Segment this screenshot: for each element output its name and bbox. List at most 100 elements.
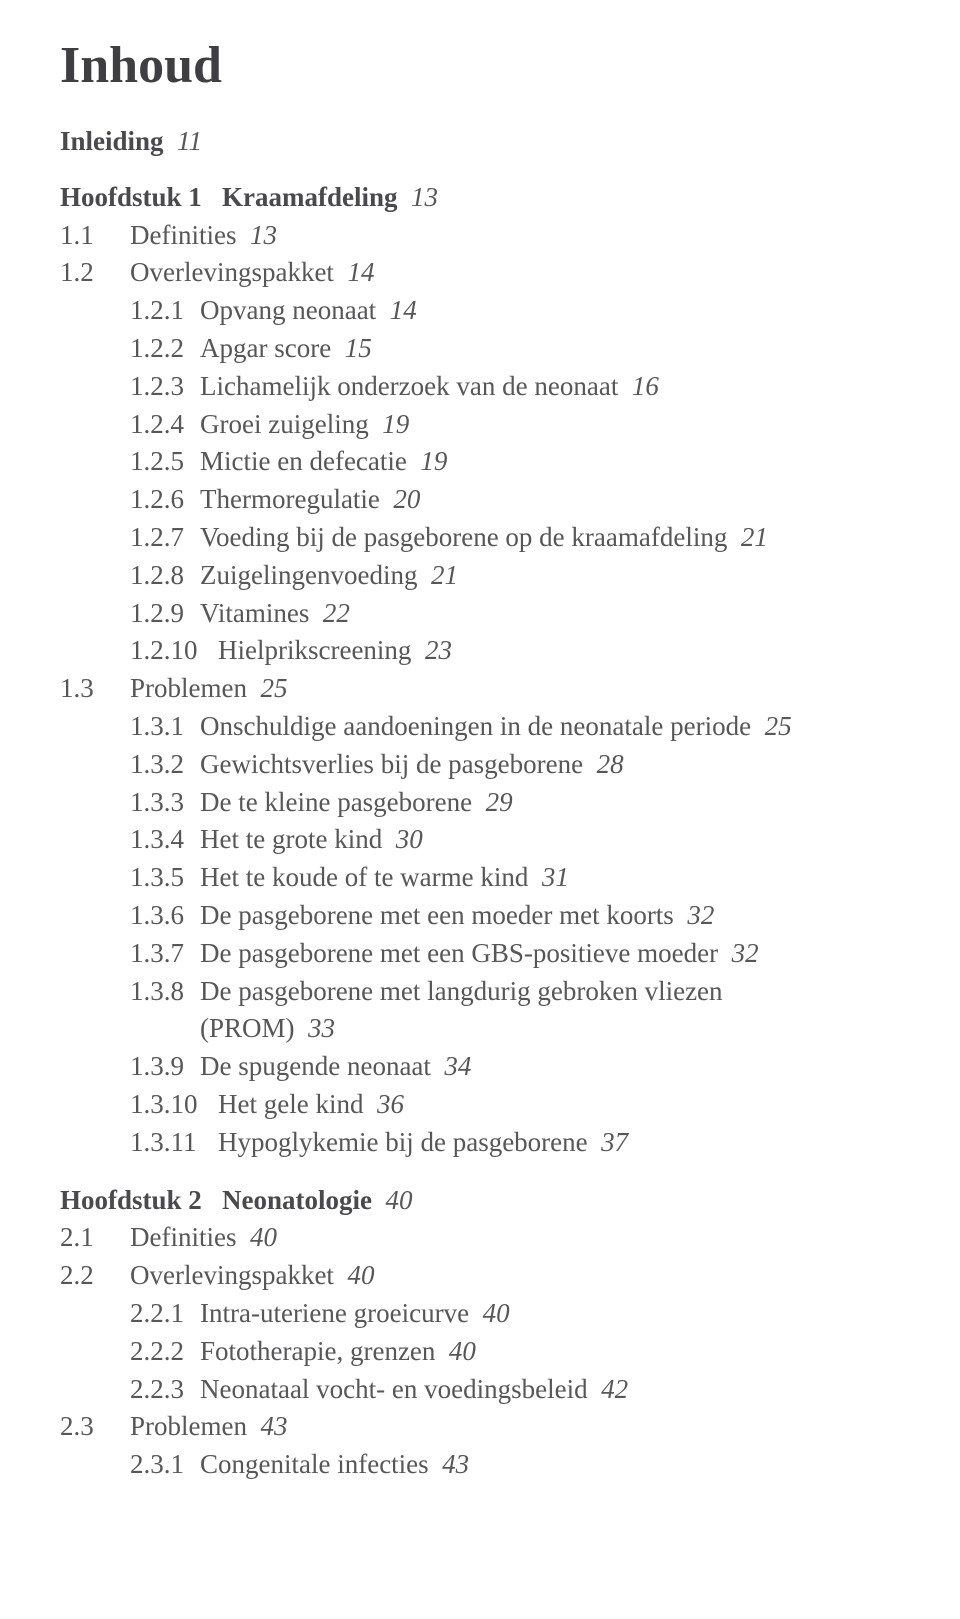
toc-page: 43 xyxy=(442,1449,469,1479)
toc-page: 19 xyxy=(420,446,447,476)
toc-page: 32 xyxy=(687,900,714,930)
toc-num: 1.3.11 xyxy=(60,1124,218,1162)
toc-subentry: 2.3.1Congenitale infecties 43 xyxy=(60,1446,900,1484)
toc-page: 34 xyxy=(444,1051,471,1081)
toc-text: Fototherapie, grenzen xyxy=(200,1336,435,1366)
toc-text: De pasgeborene met een moeder met koorts xyxy=(200,900,674,930)
toc-entry: 2.2 Overlevingspakket 40 xyxy=(60,1257,900,1295)
toc-subentry: 2.2.1Intra-uteriene groeicurve 40 xyxy=(60,1295,900,1333)
toc-text: Mictie en defecatie xyxy=(200,446,407,476)
toc-subentry: 1.2.7Voeding bij de pasgeborene op de kr… xyxy=(60,519,900,557)
toc-text: Intra-uteriene groeicurve xyxy=(200,1298,469,1328)
toc-num: 1.2.10 xyxy=(60,632,218,670)
toc-entry-inleiding: Inleiding 11 xyxy=(60,123,900,161)
toc-subentry: 1.3.8De pasgeborene met langdurig gebrok… xyxy=(60,973,900,1011)
toc-page: 37 xyxy=(601,1127,628,1157)
toc-num: 2.2.1 xyxy=(60,1295,200,1333)
toc-text: Hielprikscreening xyxy=(218,635,411,665)
toc-text: Zuigelingenvoeding xyxy=(200,560,417,590)
toc-num: 1.2.2 xyxy=(60,330,200,368)
toc-text: Vitamines xyxy=(200,598,309,628)
toc-num: 1.2.6 xyxy=(60,481,200,519)
toc-text: Groei zuigeling xyxy=(200,409,369,439)
toc-page: 13 xyxy=(411,182,438,212)
toc-text: Definities xyxy=(130,220,236,250)
toc-subentry: 2.2.2Fototherapie, grenzen 40 xyxy=(60,1333,900,1371)
toc-page: 14 xyxy=(347,257,374,287)
toc-subentry: 1.2.5Mictie en defecatie 19 xyxy=(60,443,900,481)
toc-text: De te kleine pasgeborene xyxy=(200,787,472,817)
toc-text: Problemen xyxy=(130,673,247,703)
toc-page: 11 xyxy=(177,126,202,156)
toc-text: Voeding bij de pasgeborene op de kraamaf… xyxy=(200,522,727,552)
toc-num: 1.3 xyxy=(60,670,130,708)
toc-text: Definities xyxy=(130,1222,236,1252)
toc-subentry: 1.2.3Lichamelijk onderzoek van de neonaa… xyxy=(60,368,900,406)
toc-text: Onschuldige aandoeningen in de neonatale… xyxy=(200,711,751,741)
toc-text: De pasgeborene met een GBS-positieve moe… xyxy=(200,938,718,968)
toc-subentry: 1.2.10Hielprikscreening 23 xyxy=(60,632,900,670)
toc-page: 40 xyxy=(250,1222,277,1252)
toc-subentry: 1.3.11Hypoglykemie bij de pasgeborene 37 xyxy=(60,1124,900,1162)
toc-page: 21 xyxy=(741,522,768,552)
toc-page: 36 xyxy=(377,1089,404,1119)
toc-num: 2.2.3 xyxy=(60,1371,200,1409)
toc-subentry: 1.3.9De spugende neonaat 34 xyxy=(60,1048,900,1086)
toc-page: 14 xyxy=(390,295,417,325)
toc-text: Hypoglykemie bij de pasgeborene xyxy=(218,1127,588,1157)
toc-num: 1.2.4 xyxy=(60,406,200,444)
toc-page: 40 xyxy=(386,1185,413,1215)
toc-page: 22 xyxy=(323,598,350,628)
toc-num: 1.3.4 xyxy=(60,821,200,859)
toc-num: 1.3.6 xyxy=(60,897,200,935)
toc-entry: 1.1 Definities 13 xyxy=(60,217,900,255)
toc-text: Het te koude of te warme kind xyxy=(200,862,528,892)
toc-text: De pasgeborene met langdurig gebroken vl… xyxy=(200,976,723,1006)
toc-num: 2.2 xyxy=(60,1257,130,1295)
toc-text: Het te grote kind xyxy=(200,824,382,854)
toc-num: 1.2.8 xyxy=(60,557,200,595)
toc-subentry: 1.2.6Thermoregulatie 20 xyxy=(60,481,900,519)
toc-page: 29 xyxy=(486,787,513,817)
toc-page: 21 xyxy=(431,560,458,590)
toc-page: 30 xyxy=(396,824,423,854)
toc-text: Problemen xyxy=(130,1411,247,1441)
toc-page: 40 xyxy=(449,1336,476,1366)
toc-num: 1.3.1 xyxy=(60,708,200,746)
toc-page: 42 xyxy=(601,1374,628,1404)
toc-chapter-prefix: Hoofdstuk 1 xyxy=(60,182,202,212)
toc-page: 33 xyxy=(308,1013,335,1043)
page-title: Inhoud xyxy=(60,36,900,95)
toc-num: 1.3.10 xyxy=(60,1086,218,1124)
toc-num: 1.2.5 xyxy=(60,443,200,481)
toc-num: 1.3.7 xyxy=(60,935,200,973)
toc-page: 13 xyxy=(250,220,277,250)
toc-page: 31 xyxy=(542,862,569,892)
toc-page: 43 xyxy=(260,1411,287,1441)
toc-subentry: 1.2.4Groei zuigeling 19 xyxy=(60,406,900,444)
toc-num: 2.1 xyxy=(60,1219,130,1257)
toc-entry: 2.3 Problemen 43 xyxy=(60,1408,900,1446)
toc-chapter-1: Hoofdstuk 1 Kraamafdeling 13 xyxy=(60,179,900,217)
toc-page: 25 xyxy=(765,711,792,741)
toc-num: 2.3.1 xyxy=(60,1446,200,1484)
toc-text: Overlevingspakket xyxy=(130,1260,334,1290)
toc-page: 28 xyxy=(597,749,624,779)
toc-text: Neonataal vocht- en voedingsbeleid xyxy=(200,1374,588,1404)
toc-num: 1.2.7 xyxy=(60,519,200,557)
toc-subentry: 1.3.10Het gele kind 36 xyxy=(60,1086,900,1124)
toc-subentry: 1.2.8Zuigelingenvoeding 21 xyxy=(60,557,900,595)
toc-num: 1.2.1 xyxy=(60,292,200,330)
toc-subentry: 1.3.6De pasgeborene met een moeder met k… xyxy=(60,897,900,935)
toc-text: Gewichtsverlies bij de pasgeborene xyxy=(200,749,583,779)
toc-num: 1.3.8 xyxy=(60,973,200,1011)
toc-num: 2.2.2 xyxy=(60,1333,200,1371)
toc-text: Congenitale infecties xyxy=(200,1449,429,1479)
toc-text: Lichamelijk onderzoek van de neonaat xyxy=(200,371,618,401)
toc-subentry: 1.3.2Gewichtsverlies bij de pasgeborene … xyxy=(60,746,900,784)
toc-page: 40 xyxy=(483,1298,510,1328)
toc-page: 20 xyxy=(393,484,420,514)
toc-subentry: 1.3.4Het te grote kind 30 xyxy=(60,821,900,859)
toc-page: 15 xyxy=(345,333,372,363)
toc-subentry: 1.3.1Onschuldige aandoeningen in de neon… xyxy=(60,708,900,746)
